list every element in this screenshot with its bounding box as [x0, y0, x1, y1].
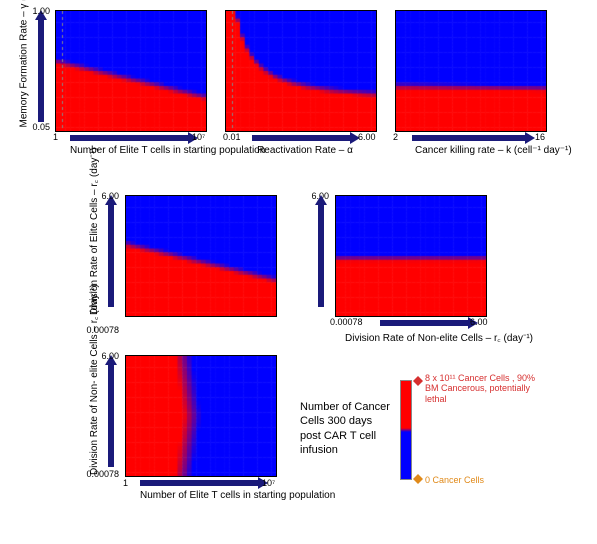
heatmap-panel-5 [335, 195, 487, 317]
heatmap-panel-3 [395, 10, 547, 132]
legend-diamond-top-icon [413, 376, 423, 386]
p4-y-max: 6.00 [97, 191, 119, 201]
legend-colorbar [400, 380, 412, 480]
p2-x-label: Reactivation Rate – α [245, 145, 365, 156]
p6-y-min: 0.00078 [77, 469, 119, 479]
legend-bottom-label: 0 Cancer Cells [425, 475, 484, 485]
p6-y-label: Division Rate of Non- elite Cells – r꜀ (… [86, 355, 100, 475]
p5-x-label: Division Rate of Non-elite Cells – r꜀ (d… [345, 330, 485, 344]
p5-y-arrow [318, 203, 324, 307]
p3-x-min: 2 [393, 132, 398, 142]
p3-x-max: 16 [535, 132, 545, 142]
legend-top-label: 8 x 10¹¹ Cancer Cells , 90% BM Cancerous… [425, 373, 545, 404]
p1-x-arrow [70, 135, 190, 141]
p5-x-arrow [380, 320, 470, 326]
row1-y-axis-arrow [38, 18, 44, 122]
p3-x-label: Cancer killing rate – k (cell⁻¹ day⁻¹) [415, 145, 545, 156]
legend-diamond-bottom-icon [413, 474, 423, 484]
p2-x-max: 6.00 [358, 132, 376, 142]
p6-x-label: Number of Elite T cells in starting popu… [140, 490, 270, 501]
p4-p6-shared-ytick: 0.00078 [77, 325, 119, 335]
heatmap-panel-6 [125, 355, 277, 477]
p1-x-min: 1 [53, 132, 58, 142]
p4-y-arrow [108, 203, 114, 307]
p6-y-max: 6.00 [97, 351, 119, 361]
heatmap-panel-1 [55, 10, 207, 132]
legend-caption: Number of Cancer Cells 300 days post CAR… [300, 400, 390, 457]
p6-y-arrow [108, 363, 114, 467]
p3-x-arrow [412, 135, 527, 141]
p2-x-arrow [252, 135, 352, 141]
row1-y-min-tick: 0.05 [28, 122, 50, 132]
row1-y-max-tick: 1.00 [28, 6, 50, 16]
p6-x-min: 1 [123, 478, 128, 488]
p5-x-max: 6.00 [470, 317, 488, 327]
p5-x-min: 0.00078 [330, 317, 363, 327]
p1-x-max: 10⁷ [192, 132, 205, 142]
row1-y-axis-label: Memory Formation Rate – γ (day⁻¹) [19, 8, 30, 128]
heatmap-panel-2 [225, 10, 377, 132]
p6-x-max: 10⁷ [262, 478, 275, 488]
p2-x-min: 0.01 [223, 132, 241, 142]
shared-tick-val: 0.00078 [86, 325, 119, 335]
heatmap-panel-4 [125, 195, 277, 317]
p6-x-arrow [140, 480, 260, 486]
